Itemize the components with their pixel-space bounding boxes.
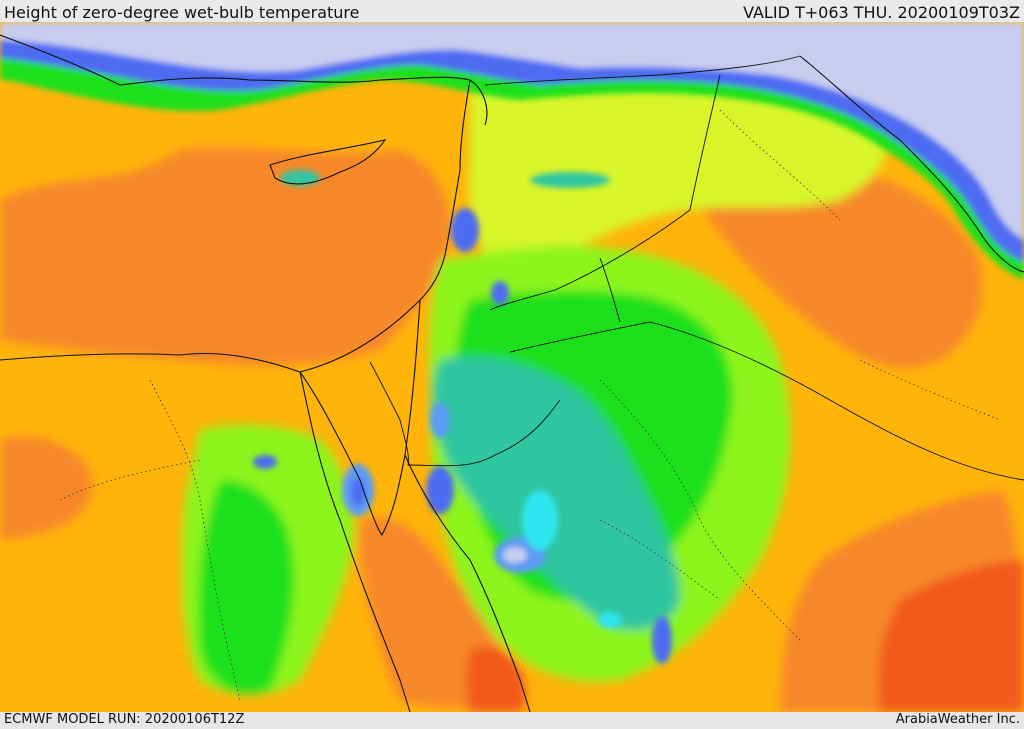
header-bar: Height of zero-degree wet-bulb temperatu… <box>0 0 1024 22</box>
valid-time: VALID T+063 THU. 20200109T03Z <box>743 3 1020 22</box>
border-egypt-israel <box>369 361 409 466</box>
pocket-egypt-1 <box>253 455 277 469</box>
pocket-hijaz-1-core <box>503 547 527 563</box>
field-eritrea-red <box>466 646 526 712</box>
pocket-syria <box>530 172 610 188</box>
field-se-red <box>878 560 1024 712</box>
coast-sinai <box>299 299 421 537</box>
field-west-orange <box>0 436 93 540</box>
band-north-lavender <box>0 22 1024 240</box>
internal-borders <box>59 109 1001 701</box>
model-run-label: ECMWF MODEL RUN: 20200106T12Z <box>4 712 245 727</box>
field-egypt-green <box>198 480 294 694</box>
coast-turkey <box>0 34 488 126</box>
pocket-negev <box>426 466 454 514</box>
field-teal-core <box>432 356 680 631</box>
borders <box>369 55 1024 481</box>
coast-gulf <box>799 55 1024 273</box>
pocket-cyprus <box>280 170 320 186</box>
map-title: Height of zero-degree wet-bulb temperatu… <box>4 3 360 22</box>
pocket-jebel <box>491 281 509 305</box>
border-saudi-yemen <box>407 399 561 467</box>
north-bands <box>0 22 1024 280</box>
pocket-sinai-1-core <box>351 478 365 506</box>
pocket-asir <box>652 616 672 664</box>
border-jordan-iraq <box>599 257 621 323</box>
credit-label: ArabiaWeather Inc. <box>895 712 1020 727</box>
field-med-orange <box>0 147 450 366</box>
coast-redsea-east <box>404 454 531 712</box>
pocket-lebanon <box>451 208 479 252</box>
cold-pockets <box>253 170 672 664</box>
pocket-jordan <box>430 402 450 438</box>
pocket-hijaz-2 <box>522 490 558 550</box>
footer-bar: ECMWF MODEL RUN: 20200106T12Z ArabiaWeat… <box>0 712 1024 729</box>
coast-levant <box>419 79 471 301</box>
pocket-asir-2 <box>598 612 622 628</box>
field-north-green <box>469 72 888 280</box>
weather-map[interactable] <box>0 22 1024 712</box>
band-north-blue <box>0 22 1024 262</box>
coastlines <box>0 34 1024 712</box>
border-jordan-saudi <box>509 321 1024 481</box>
coast-cyprus <box>269 139 387 185</box>
border-syria-turkey <box>484 55 801 86</box>
field-east-orange <box>680 155 983 369</box>
coast-redsea-west <box>299 371 411 712</box>
border-iraq-syria <box>489 74 721 311</box>
coast-egypt-north <box>0 299 421 373</box>
